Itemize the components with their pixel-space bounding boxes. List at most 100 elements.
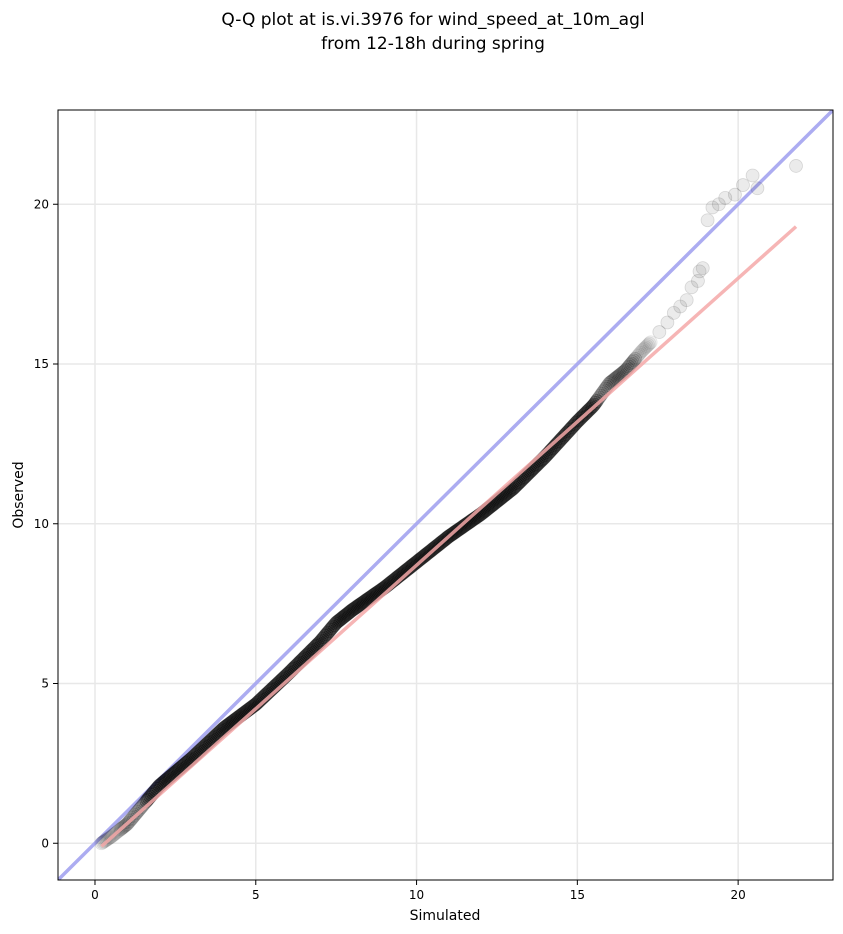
data-point-410 [621, 359, 636, 374]
data-point-209 [363, 590, 378, 605]
data-point-48 [156, 775, 171, 790]
data-point-395 [602, 376, 617, 391]
data-point-188 [336, 610, 351, 625]
data-point-319 [504, 482, 519, 497]
data-point-409 [620, 361, 635, 375]
data-point-416 [629, 350, 644, 365]
data-point-185 [332, 613, 347, 628]
data-point-445 [789, 159, 803, 173]
data-point-442 [736, 178, 750, 192]
data-point-321 [507, 480, 522, 495]
x-tick-label-0: 0 [91, 888, 99, 902]
data-point-174 [318, 628, 333, 643]
plot-frame [57, 109, 834, 881]
data-point-201 [353, 597, 367, 612]
data-point-247 [412, 553, 427, 567]
data-point-415 [628, 351, 643, 366]
data-point-183 [329, 615, 344, 630]
data-point-195 [345, 603, 360, 617]
x-tick-label-4: 20 [730, 888, 745, 902]
data-point-438 [705, 200, 720, 215]
identity-line [58, 110, 833, 880]
data-point-196 [346, 602, 361, 617]
data-point-192 [341, 606, 356, 620]
data-point-432 [679, 293, 694, 308]
x-axis-label: Simulated [410, 908, 481, 924]
y-tick-label-1: 5 [41, 677, 49, 691]
data-point-417 [630, 348, 645, 363]
data-point-181 [327, 618, 342, 633]
data-point-176 [320, 625, 335, 640]
data-point-421 [636, 343, 650, 357]
data-points [94, 159, 803, 851]
data-point-204 [356, 595, 371, 609]
data-point-411 [623, 358, 637, 372]
data-point-322 [508, 479, 523, 493]
data-point-431 [673, 299, 688, 314]
data-point-357 [553, 432, 568, 447]
data-point-384 [588, 395, 603, 410]
data-point-206 [359, 593, 374, 608]
data-point-412 [624, 356, 639, 371]
y-tick-label-3: 15 [34, 357, 49, 371]
data-point-200 [351, 598, 366, 613]
data-point-207 [360, 592, 375, 607]
data-point-281 [455, 519, 470, 534]
data-point-394 [601, 378, 616, 392]
data-point-429 [660, 315, 675, 330]
data-point-436 [695, 261, 710, 276]
data-point-0 [94, 836, 109, 851]
data-point-441 [728, 187, 742, 202]
data-point-180 [326, 619, 340, 634]
data-point-397 [605, 374, 619, 389]
data-point-317 [502, 484, 517, 499]
data-point-418 [632, 347, 646, 362]
data-point-282 [457, 518, 472, 533]
data-point-402 [611, 369, 626, 383]
data-point-246 [410, 554, 425, 568]
data-point-1 [95, 835, 110, 850]
data-point-318 [503, 483, 518, 498]
data-point-190 [338, 608, 353, 623]
data-point-427 [643, 335, 658, 350]
fit-line [100, 225, 798, 848]
data-point-400 [609, 371, 623, 385]
data-point-170 [313, 635, 327, 649]
data-point-358 [555, 431, 569, 446]
data-point-94 [215, 722, 230, 737]
data-point-426 [642, 336, 657, 351]
y-tick-label-0: 0 [41, 836, 49, 850]
data-point-178 [323, 622, 338, 637]
data-point-92 [212, 724, 227, 739]
data-point-168 [310, 637, 325, 652]
data-point-96 [217, 720, 232, 735]
data-point-414 [627, 353, 641, 368]
data-point-435 [692, 264, 707, 279]
data-point-187 [335, 611, 349, 626]
data-point-171 [314, 633, 329, 648]
data-point-203 [355, 595, 370, 610]
data-point-172 [315, 632, 330, 646]
data-point-419 [633, 345, 648, 360]
data-point-248 [413, 552, 428, 566]
y-axis-label: Observed [11, 461, 27, 528]
data-point-197 [347, 601, 362, 616]
data-point-396 [603, 375, 618, 390]
data-point-205 [358, 594, 373, 608]
data-point-423 [638, 340, 653, 355]
data-point-184 [331, 614, 345, 629]
y-tick-label-2: 10 [34, 517, 49, 531]
x-tick-label-1: 5 [252, 888, 260, 902]
data-point-167 [309, 638, 324, 653]
data-point-439 [711, 197, 726, 212]
data-point-420 [634, 344, 649, 359]
data-point-245 [409, 555, 424, 569]
data-point-283 [458, 518, 473, 532]
data-point-182 [328, 616, 343, 631]
data-point-437 [700, 213, 715, 228]
data-point-444 [750, 181, 765, 196]
data-point-433 [684, 280, 699, 295]
data-point-428 [652, 325, 667, 339]
